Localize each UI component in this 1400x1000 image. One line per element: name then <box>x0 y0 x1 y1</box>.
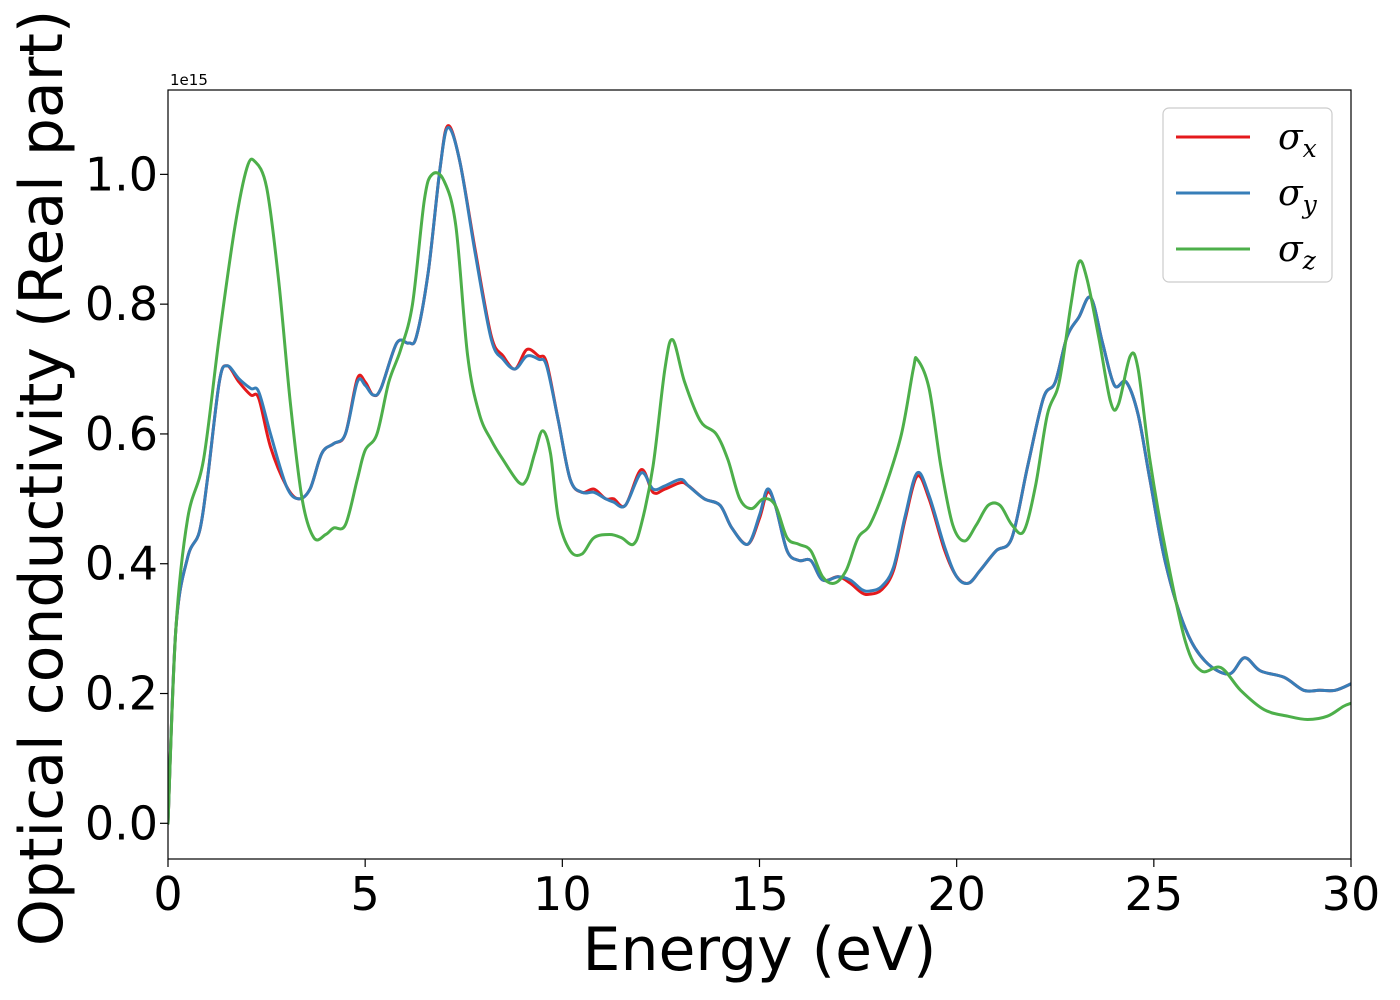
y-tick-label: 1.0 <box>85 147 158 201</box>
legend-label-z: σz <box>1278 229 1317 275</box>
x-tick-label: 30 <box>1322 867 1381 921</box>
series-line-z <box>168 157 1351 825</box>
legend: σx σy σz <box>1162 107 1333 283</box>
y-tick-label: 0.8 <box>85 277 158 331</box>
y-offset-label: 1e15 <box>170 71 208 89</box>
x-tick-label: 0 <box>153 867 182 921</box>
x-tick-label: 15 <box>730 867 789 921</box>
y-tick-label: 0.0 <box>85 796 158 850</box>
y-tick-label: 0.4 <box>85 537 158 591</box>
series-lines <box>168 124 1351 825</box>
x-tick-label: 25 <box>1125 867 1184 921</box>
y-tick-label: 0.6 <box>85 407 158 461</box>
x-axis-ticks: 0 5 10 15 20 25 30 <box>153 859 1380 921</box>
x-tick-label: 10 <box>533 867 592 921</box>
y-axis-title: Optical conductivity (Real part) <box>7 10 77 947</box>
x-tick-label: 20 <box>927 867 986 921</box>
y-tick-label: 0.2 <box>85 667 158 721</box>
x-axis-title: Energy (eV) <box>583 915 937 985</box>
legend-label-y: σy <box>1278 173 1318 219</box>
y-axis-ticks: 0.0 0.2 0.4 0.6 0.8 1.0 <box>85 147 168 850</box>
x-tick-label: 5 <box>351 867 380 921</box>
legend-label-x: σx <box>1278 117 1317 163</box>
legend-box <box>1162 107 1333 283</box>
